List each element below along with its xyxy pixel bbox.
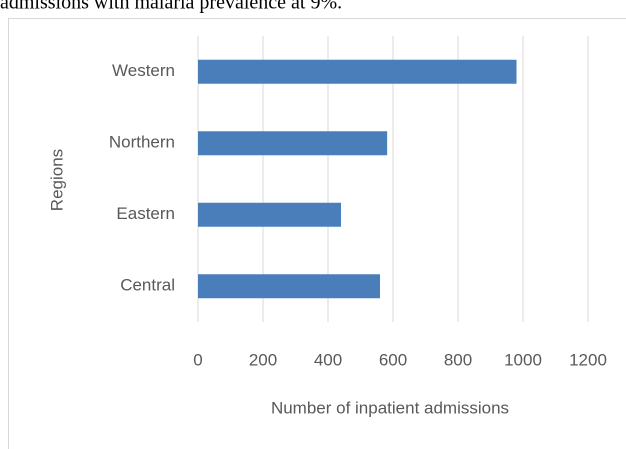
- x-tick-label: 1200: [569, 350, 607, 369]
- x-tick-label: 800: [444, 350, 472, 369]
- y-tick-label: Western: [112, 61, 175, 80]
- y-tick-label: Northern: [109, 133, 175, 152]
- bar: [198, 274, 380, 299]
- chart-frame: [8, 18, 626, 449]
- y-tick-label: Central: [120, 276, 175, 295]
- x-tick-label: 600: [379, 350, 407, 369]
- bar: [198, 59, 517, 84]
- bar: [198, 202, 341, 227]
- caption: admissions with malaria prevalence at 9%…: [0, 0, 342, 14]
- y-tick-label: Eastern: [116, 204, 175, 223]
- x-tick-label: 0: [193, 350, 202, 369]
- x-tick-label: 200: [249, 350, 277, 369]
- x-tick-label: 400: [314, 350, 342, 369]
- bar: [198, 131, 388, 156]
- y-axis-title: Regions: [47, 149, 66, 211]
- x-tick-label: 1000: [504, 350, 542, 369]
- x-axis-title: Number of inpatient admissions: [271, 398, 509, 417]
